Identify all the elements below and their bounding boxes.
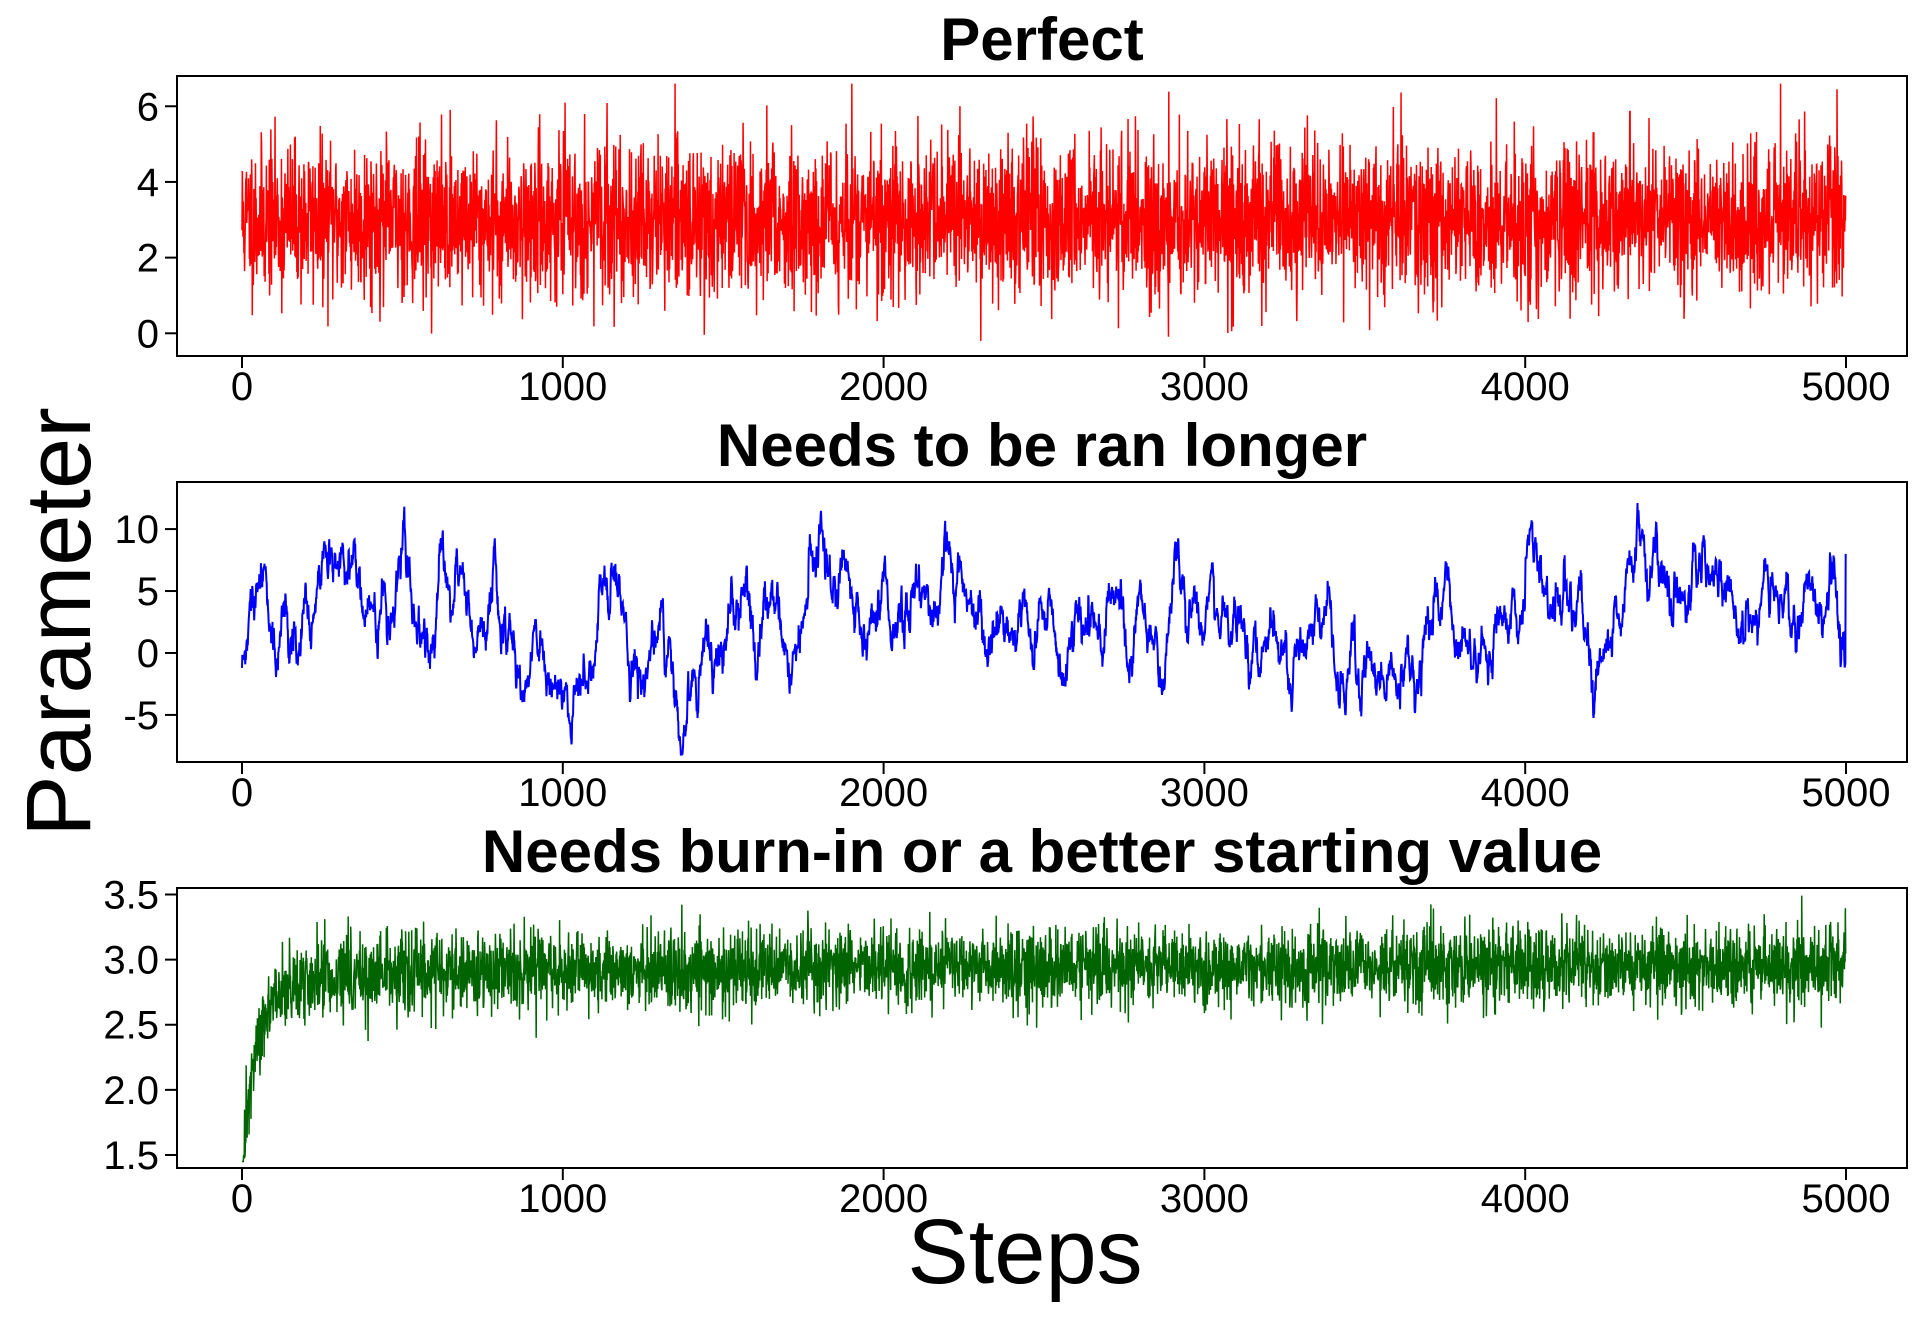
y-tick-label: 2.0 — [103, 1069, 159, 1113]
y-axis: 1.5 2.0 2.5 3.0 3.5 — [103, 874, 177, 1178]
x-tick-label: 0 — [231, 771, 253, 815]
y-axis: -5 0 5 10 — [115, 508, 177, 738]
trace-line — [241, 503, 1847, 756]
y-axis-label: Parameter — [8, 407, 110, 837]
y-tick-label: 0 — [137, 312, 159, 356]
panel-title: Needs to be ran longer — [717, 412, 1367, 479]
x-tick-label: 1000 — [518, 1177, 607, 1221]
y-tick-label: -5 — [123, 694, 159, 738]
x-tick-label: 5000 — [1802, 1177, 1891, 1221]
plot-frame — [176, 481, 1908, 763]
y-tick-label: 5 — [137, 570, 159, 614]
trace-line — [241, 83, 1847, 341]
x-tick-label: 1000 — [518, 771, 607, 815]
x-axis: 0 1000 2000 3000 4000 5000 — [231, 356, 1891, 409]
plot-frame — [176, 887, 1908, 1169]
y-tick-label: 6 — [137, 85, 159, 129]
x-tick-label: 2000 — [839, 365, 928, 409]
panel-title: Needs burn-in or a better starting value — [482, 818, 1602, 885]
x-tick-label: 1000 — [518, 365, 607, 409]
panel-perfect: Perfect 0 1000 2000 3000 4000 5000 0 2 4 6 — [137, 6, 1908, 409]
trace-line — [242, 895, 1847, 1163]
y-tick-label: 10 — [115, 508, 160, 552]
x-tick-label: 4000 — [1481, 1177, 1570, 1221]
x-tick-label: 4000 — [1481, 771, 1570, 815]
x-tick-label: 2000 — [839, 1177, 928, 1221]
x-tick-label: 4000 — [1481, 365, 1570, 409]
x-tick-label: 3000 — [1160, 1177, 1249, 1221]
x-tick-label: 3000 — [1160, 365, 1249, 409]
x-tick-label: 0 — [231, 1177, 253, 1221]
x-tick-label: 5000 — [1802, 771, 1891, 815]
plot-frame — [176, 75, 1908, 357]
y-tick-label: 2 — [137, 237, 159, 281]
y-axis: 0 2 4 6 — [137, 85, 177, 356]
x-tick-label: 0 — [231, 365, 253, 409]
y-tick-label: 2.5 — [103, 1004, 159, 1048]
x-tick-label: 2000 — [839, 771, 928, 815]
x-axis: 0 1000 2000 3000 4000 5000 — [231, 1168, 1891, 1221]
panel-title: Perfect — [940, 6, 1143, 73]
x-tick-label: 3000 — [1160, 771, 1249, 815]
y-tick-label: 3.0 — [103, 939, 159, 983]
y-tick-label: 0 — [137, 632, 159, 676]
panel-needs-burn-in: Needs burn-in or a better starting value… — [103, 818, 1908, 1221]
x-axis-label: Steps — [907, 1201, 1142, 1303]
y-tick-label: 1.5 — [103, 1134, 159, 1178]
y-tick-label: 3.5 — [103, 874, 159, 918]
panel-needs-longer: Needs to be ran longer 0 1000 2000 3000 4000… — [115, 412, 1908, 815]
x-axis: 0 1000 2000 3000 4000 5000 — [231, 762, 1891, 815]
y-tick-label: 4 — [137, 161, 159, 205]
x-tick-label: 5000 — [1802, 365, 1891, 409]
